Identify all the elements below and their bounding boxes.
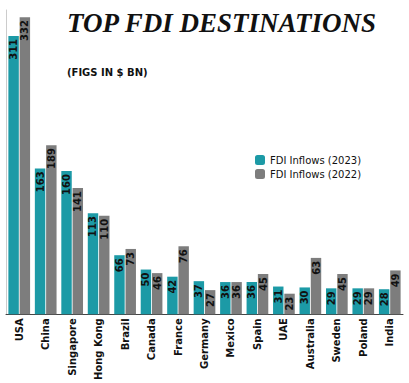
svg-text:Brazil: Brazil	[120, 318, 131, 350]
svg-text:76: 76	[178, 249, 189, 263]
svg-text:141: 141	[72, 191, 83, 212]
svg-text:36: 36	[246, 285, 257, 299]
svg-text:29: 29	[326, 291, 337, 305]
svg-text:63: 63	[311, 261, 322, 275]
svg-text:23: 23	[284, 297, 295, 311]
svg-text:Germany: Germany	[199, 318, 210, 369]
svg-text:Singapore: Singapore	[67, 318, 78, 376]
svg-text:28: 28	[379, 292, 390, 306]
svg-text:46: 46	[152, 276, 163, 290]
svg-text:China: China	[40, 318, 51, 350]
svg-text:31: 31	[273, 290, 284, 304]
svg-text:49: 49	[390, 273, 401, 287]
svg-text:TOP FDI DESTINATIONS: TOP FDI DESTINATIONS	[67, 8, 376, 38]
svg-text:42: 42	[167, 280, 178, 294]
svg-text:FDI Inflows (2022): FDI Inflows (2022)	[270, 169, 361, 180]
svg-text:30: 30	[299, 290, 310, 304]
svg-text:311: 311	[8, 39, 19, 60]
svg-text:Poland: Poland	[358, 318, 369, 357]
svg-text:163: 163	[35, 171, 46, 192]
svg-text:(FIGS IN $ BN): (FIGS IN $ BN)	[67, 67, 148, 78]
svg-text:Canada: Canada	[146, 318, 157, 360]
svg-text:UAE: UAE	[278, 318, 289, 341]
svg-text:Spain: Spain	[252, 318, 263, 350]
svg-text:36: 36	[231, 285, 242, 299]
svg-text:110: 110	[99, 219, 110, 240]
svg-text:45: 45	[258, 277, 269, 291]
svg-text:FDI Inflows (2023): FDI Inflows (2023)	[270, 155, 361, 166]
svg-text:113: 113	[87, 216, 98, 237]
svg-text:29: 29	[352, 291, 363, 305]
svg-text:189: 189	[46, 148, 57, 169]
svg-text:50: 50	[140, 272, 151, 286]
svg-text:37: 37	[193, 284, 204, 298]
svg-text:France: France	[173, 318, 184, 356]
svg-text:27: 27	[205, 293, 216, 307]
svg-text:332: 332	[19, 20, 30, 41]
svg-text:66: 66	[114, 258, 125, 272]
svg-text:Hong Kong: Hong Kong	[93, 318, 104, 380]
svg-text:45: 45	[337, 277, 348, 291]
svg-text:India: India	[384, 318, 395, 346]
svg-text:160: 160	[61, 174, 72, 195]
svg-text:USA: USA	[14, 318, 25, 341]
svg-text:36: 36	[220, 285, 231, 299]
svg-text:29: 29	[363, 291, 374, 305]
svg-text:Mexico: Mexico	[225, 318, 236, 358]
svg-text:Australia: Australia	[305, 318, 316, 369]
svg-text:Sweden: Sweden	[331, 318, 342, 362]
svg-text:73: 73	[125, 252, 136, 266]
